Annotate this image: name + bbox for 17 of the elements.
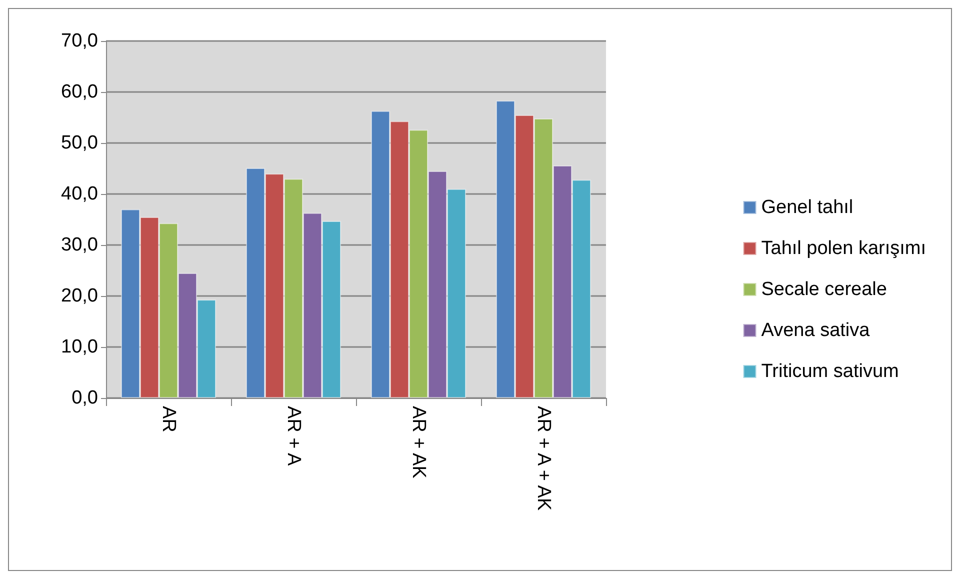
legend-label: Tahıl polen karışımı	[761, 238, 926, 259]
y-tick-label: 0,0	[72, 388, 98, 408]
legend-label: Genel tahıl	[761, 197, 854, 218]
y-tick-label: 60,0	[61, 82, 98, 102]
y-tick-label: 20,0	[61, 286, 98, 306]
legend-label: Triticum sativum	[761, 361, 899, 382]
y-tick-label: 30,0	[61, 234, 98, 256]
y-tick-label: 10,0	[61, 336, 98, 358]
x-tick-label: AR	[158, 406, 179, 432]
x-tick-label: AR + A + AK	[533, 406, 554, 511]
y-tick-label: 40,0	[61, 184, 98, 204]
y-tick-label: 70,0	[61, 30, 98, 52]
legend-label: Avena sativa	[761, 320, 870, 341]
x-tick-label: AR + A	[283, 406, 304, 466]
x-tick-label: AR + AK	[408, 406, 429, 479]
legend-label: Secale cereale	[761, 279, 887, 300]
y-tick-label: 50,0	[61, 132, 98, 154]
